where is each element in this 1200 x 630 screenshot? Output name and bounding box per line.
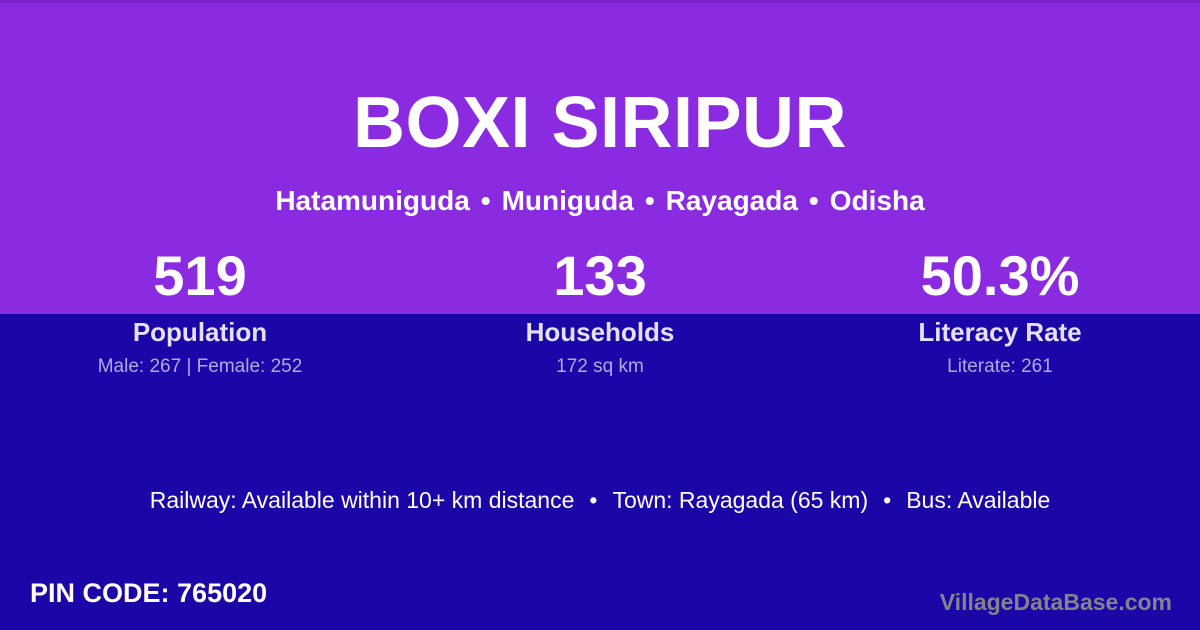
bullet-separator: •	[480, 185, 491, 216]
transit-info: Railway: Available within 10+ km distanc…	[0, 487, 1200, 514]
bullet-separator: •	[644, 185, 655, 216]
literacy-rate-label: Literacy Rate	[918, 317, 1082, 347]
location-state: Odisha	[829, 185, 925, 216]
bullet-separator: •	[883, 487, 892, 513]
stat-households: 133 Households 172 sq km	[400, 247, 800, 378]
pin-code: PIN CODE: 765020	[30, 578, 267, 608]
bus-info: Bus: Available	[906, 487, 1051, 513]
stat-population: 519 Population Male: 267 | Female: 252	[0, 247, 400, 378]
location-subdistrict: Muniguda	[501, 185, 634, 216]
pin-code-value: 765020	[177, 578, 268, 608]
population-label: Population	[132, 317, 268, 347]
town-info: Town: Rayagada (65 km)	[612, 487, 869, 513]
literate-count: Literate: 261	[947, 356, 1053, 377]
literacy-rate-value: 50.3%	[920, 244, 1080, 307]
breadcrumb: Hatamuniguda • Muniguda • Rayagada • Odisha	[0, 185, 1200, 217]
pin-code-label: PIN CODE:	[30, 578, 170, 608]
site-watermark: VillageDataBase.com	[939, 589, 1172, 615]
population-value: 519	[153, 244, 247, 307]
railway-info: Railway: Available within 10+ km distanc…	[149, 487, 575, 513]
page-title: BOXI SIRIPUR	[352, 83, 848, 163]
households-value: 133	[553, 244, 647, 307]
bullet-separator: •	[589, 487, 598, 513]
bottom-blue-section	[0, 314, 1200, 630]
stat-literacy: 50.3% Literacy Rate Literate: 261	[800, 247, 1200, 378]
households-label: Households	[525, 317, 675, 347]
top-purple-section	[0, 0, 1200, 314]
stats-row: 519 Population Male: 267 | Female: 252 1…	[0, 247, 1200, 378]
location-district: Rayagada	[665, 185, 798, 216]
population-breakdown: Male: 267 | Female: 252	[97, 356, 303, 377]
area-value: 172 sq km	[556, 356, 644, 377]
bullet-separator: •	[808, 185, 819, 216]
location-block: Hatamuniguda	[275, 185, 470, 216]
